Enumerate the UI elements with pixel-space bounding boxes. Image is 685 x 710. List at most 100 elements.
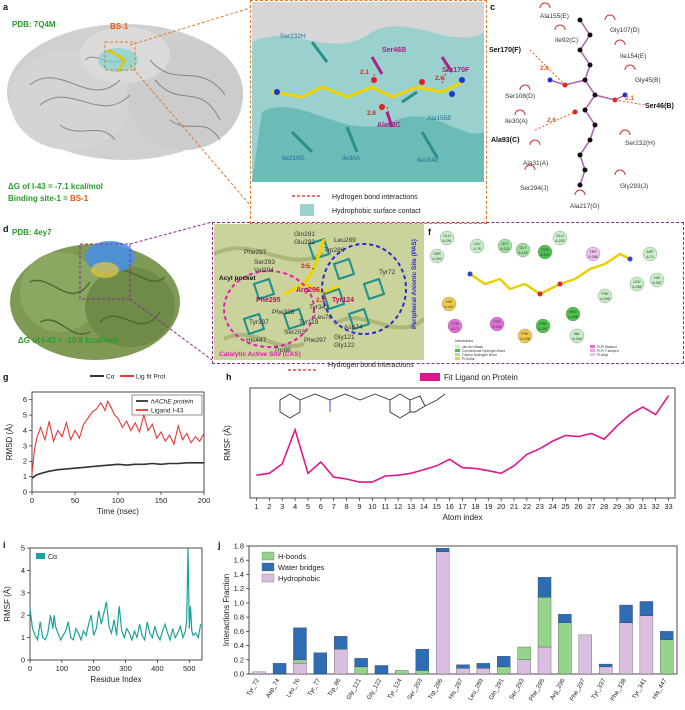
- h-x-tick-label: 6: [319, 502, 323, 511]
- i-x-tick-label: 500: [183, 664, 196, 673]
- j-bar-segment: [354, 666, 368, 675]
- j-bar-segment: [558, 614, 572, 623]
- res-ser170f: Ser170F: [442, 67, 470, 74]
- res-c-gly293j: Gly293(J): [620, 183, 648, 190]
- g-top-legend-ca: Cα: [106, 374, 115, 381]
- panel-label-d: d: [3, 224, 9, 234]
- residue-circle-f: [447, 318, 463, 334]
- g-x-tick-label: 150: [155, 496, 168, 505]
- residue-label-f: A:76: [473, 247, 480, 251]
- label-ser203: Ser203: [284, 329, 305, 336]
- h-x-tick-label: 27: [587, 502, 595, 511]
- residue-label-f: TYR: [493, 320, 501, 324]
- res-c-ala31a: Ala31(A): [523, 160, 548, 167]
- label-tyr124: Tyr124: [332, 297, 354, 304]
- residue-label-f: A:122: [518, 251, 527, 255]
- j-bar-segment: [252, 671, 266, 675]
- dist-c-1: 2.6: [540, 65, 549, 72]
- interaction-diagram-c: Ala155(E) Gly107(D) Ser170(F) Ile154(E) …: [489, 2, 674, 210]
- h-x-tick-label: 32: [652, 502, 660, 511]
- residue-label-f: A:338: [520, 337, 529, 341]
- g-top-legend-lig: Lig fit Prot: [136, 374, 165, 381]
- h-x-tick-label: 15: [433, 502, 441, 511]
- g-y-tick-label: 6: [23, 395, 27, 404]
- panel-label-f: f: [428, 227, 431, 237]
- residue-label-f: A:297: [538, 327, 547, 331]
- legend-label-f: Carbon Hydrogen Bond: [462, 353, 497, 357]
- h-title: Fit Ligand on Protein: [444, 373, 518, 382]
- residue-circle-f: [489, 316, 505, 332]
- residue-label-f: TRP: [589, 250, 597, 254]
- g-x-tick-label: 50: [71, 496, 79, 505]
- active-site-view-e: Acyl pocket Phe295 Arg296 Tyr124 Trp286 …: [213, 224, 426, 360]
- h-x-tick-label: 7: [332, 502, 336, 511]
- residue-label-f: GLY: [502, 242, 510, 246]
- h-mol-link: [374, 393, 391, 401]
- legend-label-f: Pi-Pi Stacked: [597, 345, 617, 349]
- j-bar-segment: [395, 670, 409, 675]
- i-plot-frame: [29, 547, 203, 661]
- residue-label-f: A:74: [646, 255, 653, 259]
- panel-g: 0 50 100 150 200 0 1 2 3 4 5 6 Time (nsec) RMSD (Å) Cα…: [0, 370, 212, 530]
- h-x-tick-label: 23: [536, 502, 544, 511]
- residue-label-f: TYR: [451, 322, 459, 326]
- dg-label-d: ΔG of I-43 = -10.9 kcal/mol: [18, 336, 118, 345]
- panel-label-j: j: [218, 540, 221, 550]
- res-c-ala93c: Ala93(C): [491, 137, 519, 144]
- h-mol-ring-2: [389, 393, 411, 419]
- j-bar-segment: [578, 634, 592, 675]
- g-y-tick-label: 5: [23, 411, 27, 420]
- h-x-tick-label: 10: [368, 502, 376, 511]
- j-x-tick-label: His_447: [651, 677, 669, 701]
- j-bar-segment: [374, 665, 389, 675]
- residue-circle-f: [585, 246, 601, 262]
- j-bar-segment: [517, 659, 531, 675]
- j-x-tick-label: Tyr_124: [386, 677, 404, 700]
- panel-e: Acyl pocket Phe295 Arg296 Tyr124 Trp286 …: [213, 224, 426, 360]
- residue-label-f: ASP: [646, 250, 654, 254]
- residue-label-f: A:447: [444, 305, 453, 309]
- res-c-ala155e: Ala155(E): [540, 13, 569, 20]
- res-c-gly107d: Gly107(D): [610, 27, 640, 34]
- residue-label-f: A:296: [568, 315, 577, 319]
- h-x-tick-label: 2: [267, 502, 271, 511]
- dist-e-1: 2.5: [301, 263, 310, 270]
- g-legend-box: [131, 394, 203, 416]
- h-x-tick-label: 25: [561, 502, 569, 511]
- j-bar-segment: [313, 652, 328, 675]
- j-y-tick-label: 0.8: [234, 613, 244, 622]
- residue-label-f: LEU: [634, 280, 641, 284]
- j-bar-segment: [598, 666, 613, 675]
- panel-a: PDB: 7Q4M BS-1 ΔG of I-43 = -7.1 kcal/mo…: [0, 0, 251, 220]
- j-x-tick-label: Gly_122: [366, 677, 384, 701]
- label-tyr341: Tyr341: [309, 304, 329, 311]
- res-ser46b: Ser46B: [382, 47, 406, 54]
- h-legend-swatch: [420, 373, 440, 381]
- residue-label-f: GLY: [520, 246, 528, 250]
- panel-label-g: g: [3, 372, 9, 382]
- residue-circle-f: [629, 276, 645, 292]
- j-x-tick-label: Gln_291: [488, 677, 506, 701]
- binding-site-view-b: Ser46B Ser232H Ser170F Ala93C Ala155E Il…: [252, 2, 484, 216]
- label-ser293: Ser293: [254, 259, 275, 266]
- h-x-tick-label: 31: [639, 502, 647, 511]
- j-x-tick-label: Leu_289: [467, 677, 485, 702]
- res-ile154e: Ile154E: [417, 157, 440, 164]
- residue-circle-f: [597, 288, 613, 304]
- j-x-tick-label: Tyr_72: [245, 677, 261, 697]
- residue-label-f: HIS: [654, 276, 661, 280]
- j-bar-segment: [598, 663, 613, 668]
- legend-swatch-f: [455, 357, 460, 360]
- h-x-tick-label: 16: [445, 502, 453, 511]
- h-x-tick-label: 20: [497, 502, 505, 511]
- j-bar-segment: [334, 648, 348, 675]
- legend-hbond-b: Hydrogen bond interactions: [332, 194, 418, 201]
- legend-swatch-f: [590, 349, 595, 352]
- g-y-tick-label: 3: [23, 441, 27, 450]
- j-bar-segment: [639, 601, 654, 616]
